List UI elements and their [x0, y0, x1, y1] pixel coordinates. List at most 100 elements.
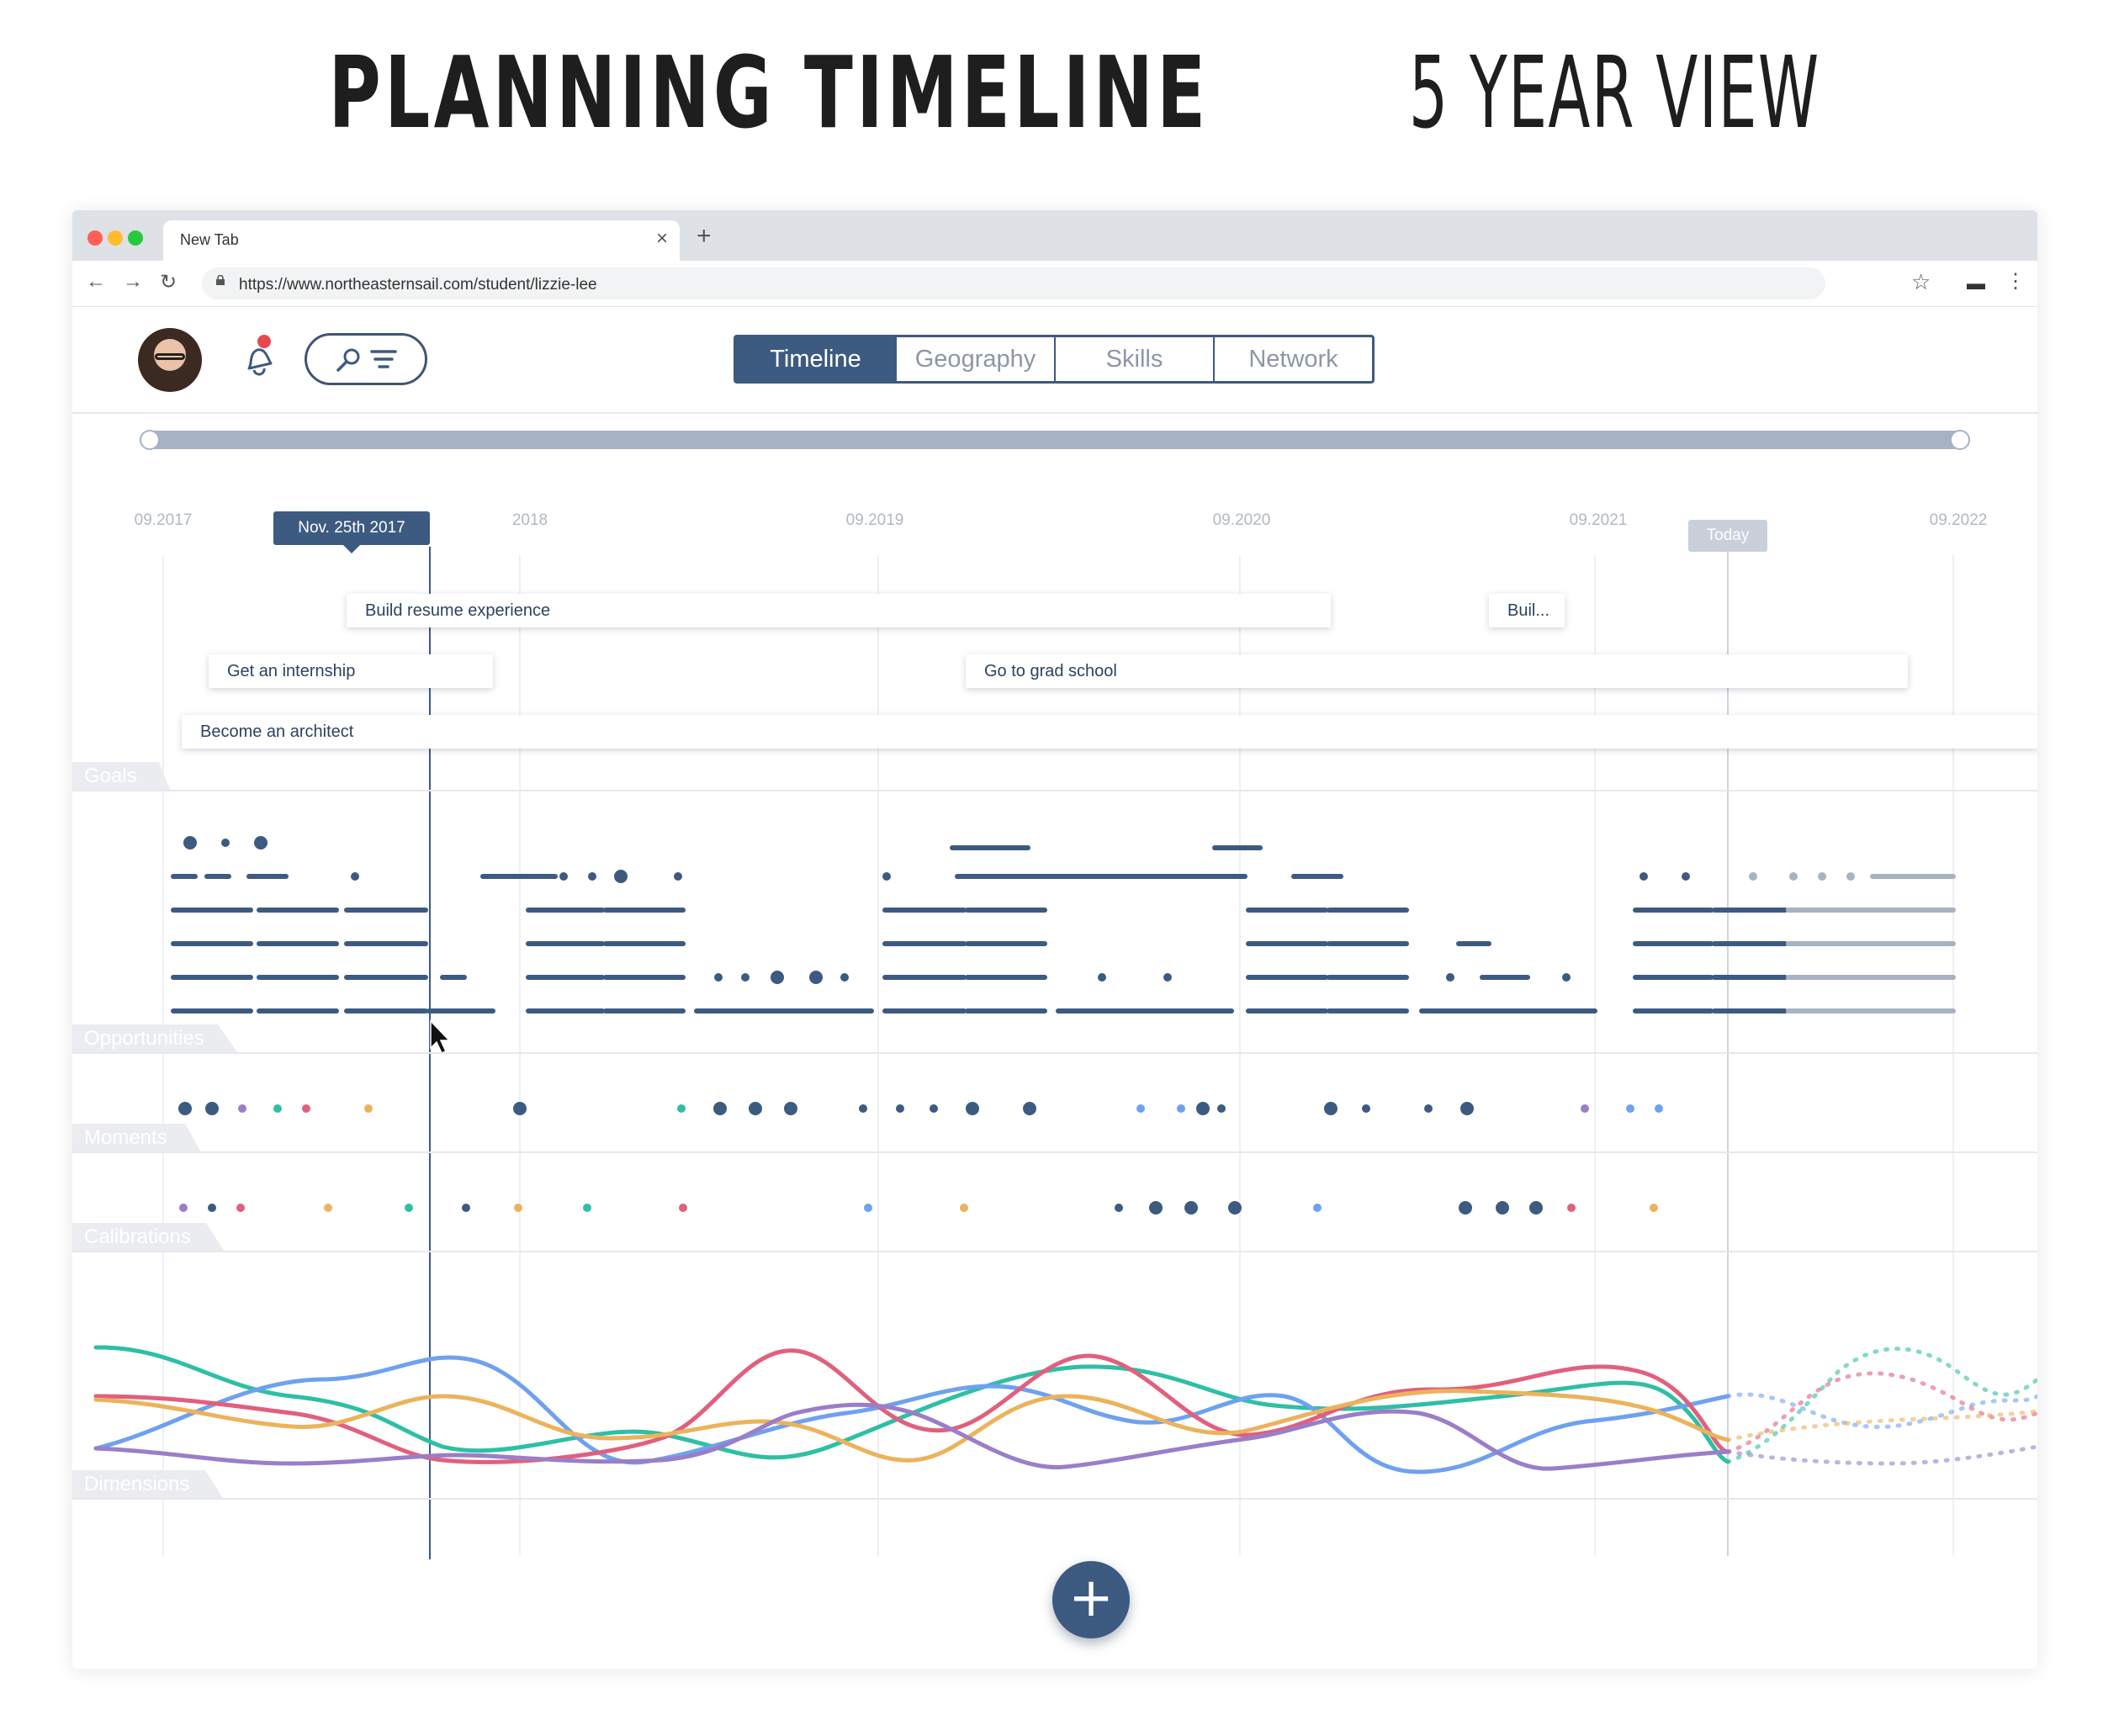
- mouse-cursor-icon: [430, 1019, 451, 1054]
- opportunity-dot: [749, 1102, 762, 1115]
- moment-dot: [208, 1204, 216, 1212]
- url-text: https://www.northeasternsail.com/student…: [239, 276, 597, 294]
- goal-track-dot: [614, 870, 628, 883]
- opportunity-dot: [966, 1102, 979, 1115]
- goal-track-dot: [840, 973, 849, 982]
- moment-dot: [679, 1204, 687, 1212]
- goal-track-dot-future: [1818, 872, 1826, 881]
- calibration-curve-future: [1725, 1409, 2037, 1442]
- moment-dot: [960, 1204, 968, 1212]
- section-dimensions-label: Dimensions: [72, 1470, 224, 1499]
- opportunity-dot: [302, 1104, 310, 1113]
- forward-icon[interactable]: →: [123, 270, 143, 293]
- goal-track-dot: [221, 839, 230, 847]
- section-divider: [72, 1151, 2037, 1153]
- section-calibrations-label: Calibrations: [72, 1223, 225, 1252]
- range-end-handle[interactable]: [1950, 430, 1970, 450]
- goal-track-dot-future: [1789, 872, 1798, 881]
- tab-skills[interactable]: Skills: [1054, 337, 1213, 381]
- moment-dot: [324, 1204, 332, 1212]
- selected-date-marker[interactable]: Nov. 25th 2017: [273, 511, 430, 553]
- bookmark-star-icon[interactable]: ☆: [1911, 269, 1931, 294]
- year-label: 09.2021: [1569, 511, 1628, 529]
- goal-card-internship[interactable]: Get an internship: [209, 654, 493, 688]
- goal-track-dot-future: [1749, 872, 1757, 881]
- calibration-curve-future: [1725, 1392, 2037, 1429]
- range-start-handle[interactable]: [140, 430, 160, 450]
- opportunity-dot: [273, 1104, 282, 1113]
- moment-dot: [1184, 1201, 1198, 1215]
- opportunity-dot: [513, 1102, 527, 1115]
- close-tab-icon[interactable]: ×: [655, 227, 668, 250]
- goal-card-grad-school[interactable]: Go to grad school: [966, 654, 1908, 688]
- goal-track-dot: [1562, 973, 1571, 982]
- plus-icon: +: [1068, 1567, 1114, 1629]
- goal-track-dot-future: [1846, 872, 1855, 881]
- back-icon[interactable]: ←: [86, 270, 106, 293]
- search-filter-button[interactable]: [305, 333, 427, 385]
- year-label: 2018: [511, 511, 548, 529]
- zoom-window-button[interactable]: [128, 230, 143, 246]
- tab-timeline[interactable]: Timeline: [736, 337, 895, 381]
- reload-icon[interactable]: ↻: [160, 271, 177, 294]
- browser-tab[interactable]: New Tab ×: [163, 220, 680, 261]
- goal-track-dot: [882, 872, 891, 881]
- today-marker: Today: [1688, 520, 1767, 552]
- opportunity-dot: [1217, 1104, 1226, 1113]
- moment-dot: [1459, 1201, 1472, 1215]
- calibration-curves: [93, 1345, 2037, 1474]
- calibration-curve-future: [1725, 1444, 2037, 1466]
- moment-dot: [1650, 1204, 1658, 1212]
- close-window-button[interactable]: [87, 230, 103, 246]
- opportunity-dot: [1626, 1104, 1634, 1113]
- notification-bell-icon[interactable]: [237, 338, 279, 380]
- moment-dot: [583, 1204, 591, 1212]
- user-avatar[interactable]: [138, 328, 202, 392]
- moment-dot: [179, 1204, 188, 1212]
- moment-dot: [514, 1204, 522, 1212]
- tab-bar: New Tab × +: [72, 210, 2037, 261]
- opportunity-dot: [677, 1104, 686, 1113]
- moment-dot: [1529, 1201, 1543, 1215]
- opportunity-dot: [364, 1104, 373, 1113]
- calibration-curve: [93, 1389, 1730, 1463]
- goal-track-dot: [588, 872, 596, 881]
- section-divider: [72, 790, 2037, 791]
- opportunity-dot: [896, 1104, 904, 1113]
- goal-track-dot: [809, 971, 823, 984]
- section-opportunities-label: Opportunities: [72, 1024, 238, 1053]
- goal-card-build-truncated[interactable]: Buil...: [1489, 594, 1565, 627]
- section-goals-label: Goals: [72, 762, 171, 791]
- opportunity-dot: [1023, 1102, 1036, 1115]
- calibration-curve-future: [1725, 1371, 2037, 1454]
- section-divider: [72, 1052, 2037, 1054]
- calibration-curve: [93, 1355, 1730, 1474]
- section-divider: [72, 1251, 2037, 1252]
- goal-track-dot: [1682, 872, 1690, 881]
- moment-dot: [236, 1204, 245, 1212]
- opportunity-dot: [1324, 1102, 1338, 1115]
- section-moments-label: Moments: [72, 1124, 201, 1152]
- menu-kebab-icon[interactable]: ⋮: [2005, 270, 2026, 293]
- goal-track-dot: [254, 836, 268, 849]
- search-icon: [336, 348, 397, 372]
- range-slider[interactable]: [140, 430, 1970, 450]
- goal-track-dot: [771, 971, 784, 984]
- add-button[interactable]: +: [1052, 1561, 1130, 1638]
- new-tab-button[interactable]: +: [697, 222, 712, 250]
- extension-icon[interactable]: ▬: [1967, 273, 1985, 294]
- url-field[interactable]: https://www.northeasternsail.com/student…: [202, 267, 1825, 299]
- moment-dot: [1496, 1201, 1509, 1215]
- minimize-window-button[interactable]: [108, 230, 123, 246]
- opportunity-dot: [178, 1102, 192, 1115]
- tab-geography[interactable]: Geography: [895, 337, 1054, 381]
- goal-card-build-resume[interactable]: Build resume experience: [347, 594, 1331, 627]
- tab-network[interactable]: Network: [1213, 337, 1372, 381]
- opportunity-dot: [238, 1104, 246, 1113]
- calibration-curve: [93, 1348, 1730, 1464]
- opportunity-dot: [1362, 1104, 1370, 1113]
- goal-card-architect[interactable]: Become an architect: [182, 715, 2037, 749]
- goal-track-dot: [674, 872, 682, 881]
- moment-dot: [1567, 1204, 1576, 1212]
- section-divider: [72, 1498, 2037, 1500]
